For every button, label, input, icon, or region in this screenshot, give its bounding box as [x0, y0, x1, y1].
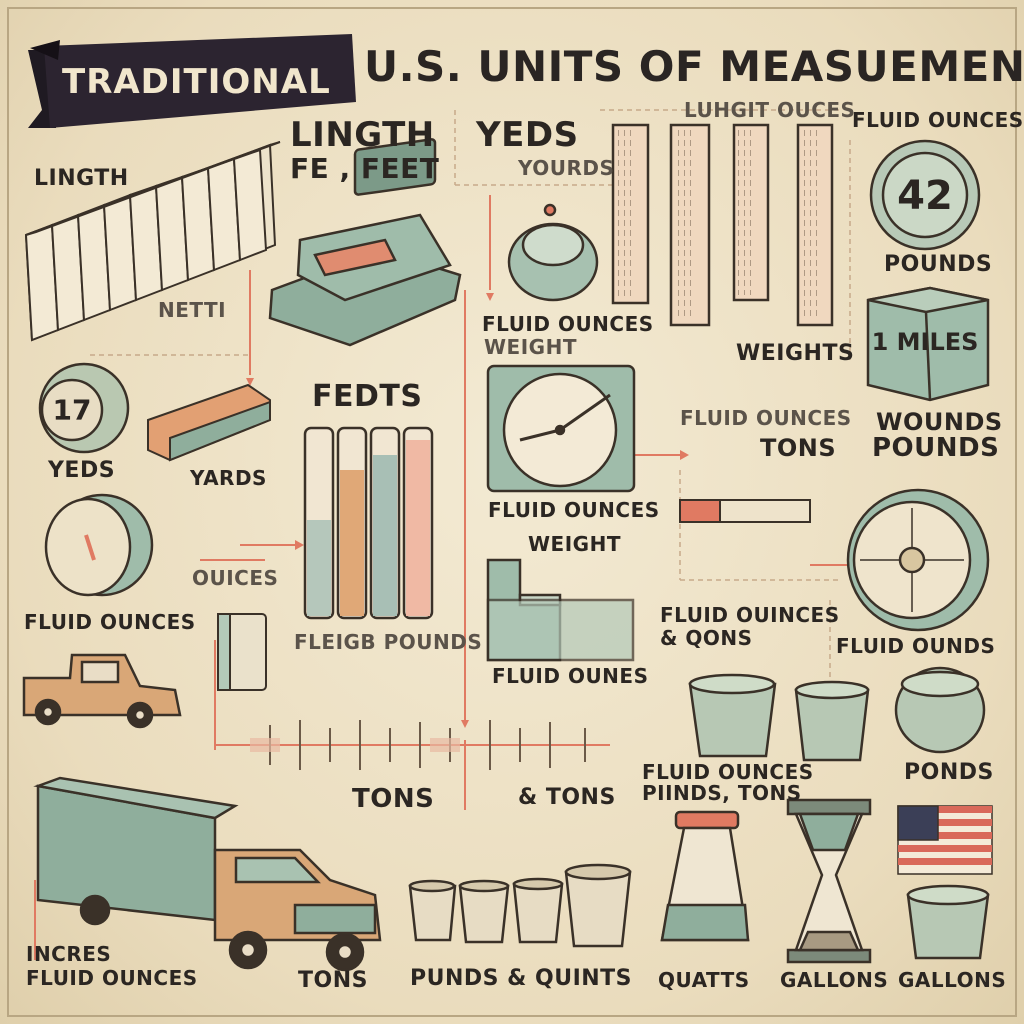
clock-gauge-icon: [486, 364, 636, 493]
kitchen-scale-icon: [507, 203, 599, 302]
weight-block-icon: [866, 286, 990, 402]
label-gallons-2: GALLONS: [898, 968, 1007, 992]
label-yeds-center: YEDS: [476, 115, 579, 155]
label-tons-bottom: TONS: [298, 968, 368, 993]
box-truck-icon: [33, 776, 382, 972]
gauge-right-icon: [846, 488, 990, 632]
guide-lines: [90, 109, 851, 680]
label-yeds-left: YEDS: [48, 458, 116, 483]
label-pounds-right: POUNDS: [884, 252, 993, 277]
label-weights: WEIGHTS: [736, 341, 855, 366]
label-pounds-right-2: POUNDS: [872, 433, 1000, 463]
label-fluid-ounces-left: FLUID OUNCES: [24, 610, 196, 634]
label-fluid-ounces-top-right: FLUID OUNCES: [852, 108, 1024, 132]
box-1-miles-label: 1 MILES: [871, 328, 979, 356]
ruler-icon: [611, 123, 834, 327]
label-fedts: FEDTS: [312, 379, 423, 414]
test-tube-icon: [303, 426, 434, 620]
label-tons-timeline-right: & TONS: [518, 785, 616, 810]
label-weight-center: WEIGHT: [528, 532, 621, 556]
label-lingth-center: LINGTH: [290, 115, 435, 155]
label-fluid-ounces-pinds-tons: FLUID OUNCES PIINDS, TONS: [642, 760, 814, 805]
dial-17-icon: [38, 362, 130, 454]
flask-icon: [660, 810, 750, 942]
step-weight-icon: [486, 558, 635, 662]
book-row-icon: [24, 141, 281, 342]
poster-frame: [7, 7, 1017, 1017]
label-weight-small: WEIGHT: [484, 335, 577, 359]
bucket-icon: [688, 666, 986, 762]
cup-icon: [408, 863, 632, 948]
jar-icon: [217, 613, 267, 691]
label-fluid-ouinces-qons: FLUID OUINCES & QONS: [660, 603, 840, 650]
us-flag-icon: [897, 805, 993, 875]
timeline-ruler-icon: [230, 720, 610, 770]
ribbon-banner-icon: [28, 34, 356, 128]
label-tons-timeline-left: TONS: [352, 784, 435, 814]
dial-17-value: 17: [52, 393, 92, 427]
label-quatts: QUATTS: [658, 968, 750, 992]
label-ponds: PONDS: [904, 760, 994, 785]
measuring-scale-icon: [268, 138, 462, 347]
label-fleigb-pounds: FLEIGB POUNDS: [294, 630, 483, 654]
label-fe-feet: FE , FEET: [290, 152, 440, 185]
gauge-left-icon: [44, 493, 154, 597]
label-luhgit-ouces: LUHGIT OUCES: [684, 98, 856, 122]
pickup-truck-icon: [22, 653, 182, 729]
label-inches-fluid-ounces: INCRES FLUID OUNCES: [26, 942, 198, 990]
label-fluid-ounes: FLUID OUNES: [492, 664, 649, 688]
hourglass-icon: [786, 798, 872, 964]
label-yourds: YOURDS: [518, 156, 615, 180]
label-ouices: OUICES: [192, 566, 279, 590]
label-fluid-ounces-scale: FLUID OUNCES: [482, 312, 654, 336]
label-lingth-left: LINGTH: [34, 166, 129, 191]
dial-42-value: 42: [897, 173, 953, 219]
label-punds-quints: PUNDS & QUINTS: [410, 966, 633, 991]
label-yards: YARDS: [190, 466, 267, 490]
ribbon-title: TRADITIONAL: [62, 62, 331, 102]
label-gallons-1: GALLONS: [780, 968, 889, 992]
label-netti: NETTI: [158, 298, 227, 322]
dial-42-icon: [869, 139, 981, 251]
bowl-icon: [906, 884, 990, 960]
progress-bars-icon: [679, 499, 811, 523]
weight-block-icon-2: [147, 383, 271, 462]
label-fluid-ounces-mid-right: FLUID OUNCES: [680, 406, 852, 430]
page-title: U.S. UNITS OF MEASUEMENT: [364, 42, 1024, 91]
label-tons-mid-right: TONS: [760, 434, 837, 462]
label-wounds: WOUNDS: [876, 408, 1003, 436]
ruler-ticks: [617, 130, 820, 320]
label-fluid-ounces-clock: FLUID OUNCES: [488, 498, 660, 522]
label-fluid-ounds: FLUID OUNDS: [836, 634, 996, 658]
